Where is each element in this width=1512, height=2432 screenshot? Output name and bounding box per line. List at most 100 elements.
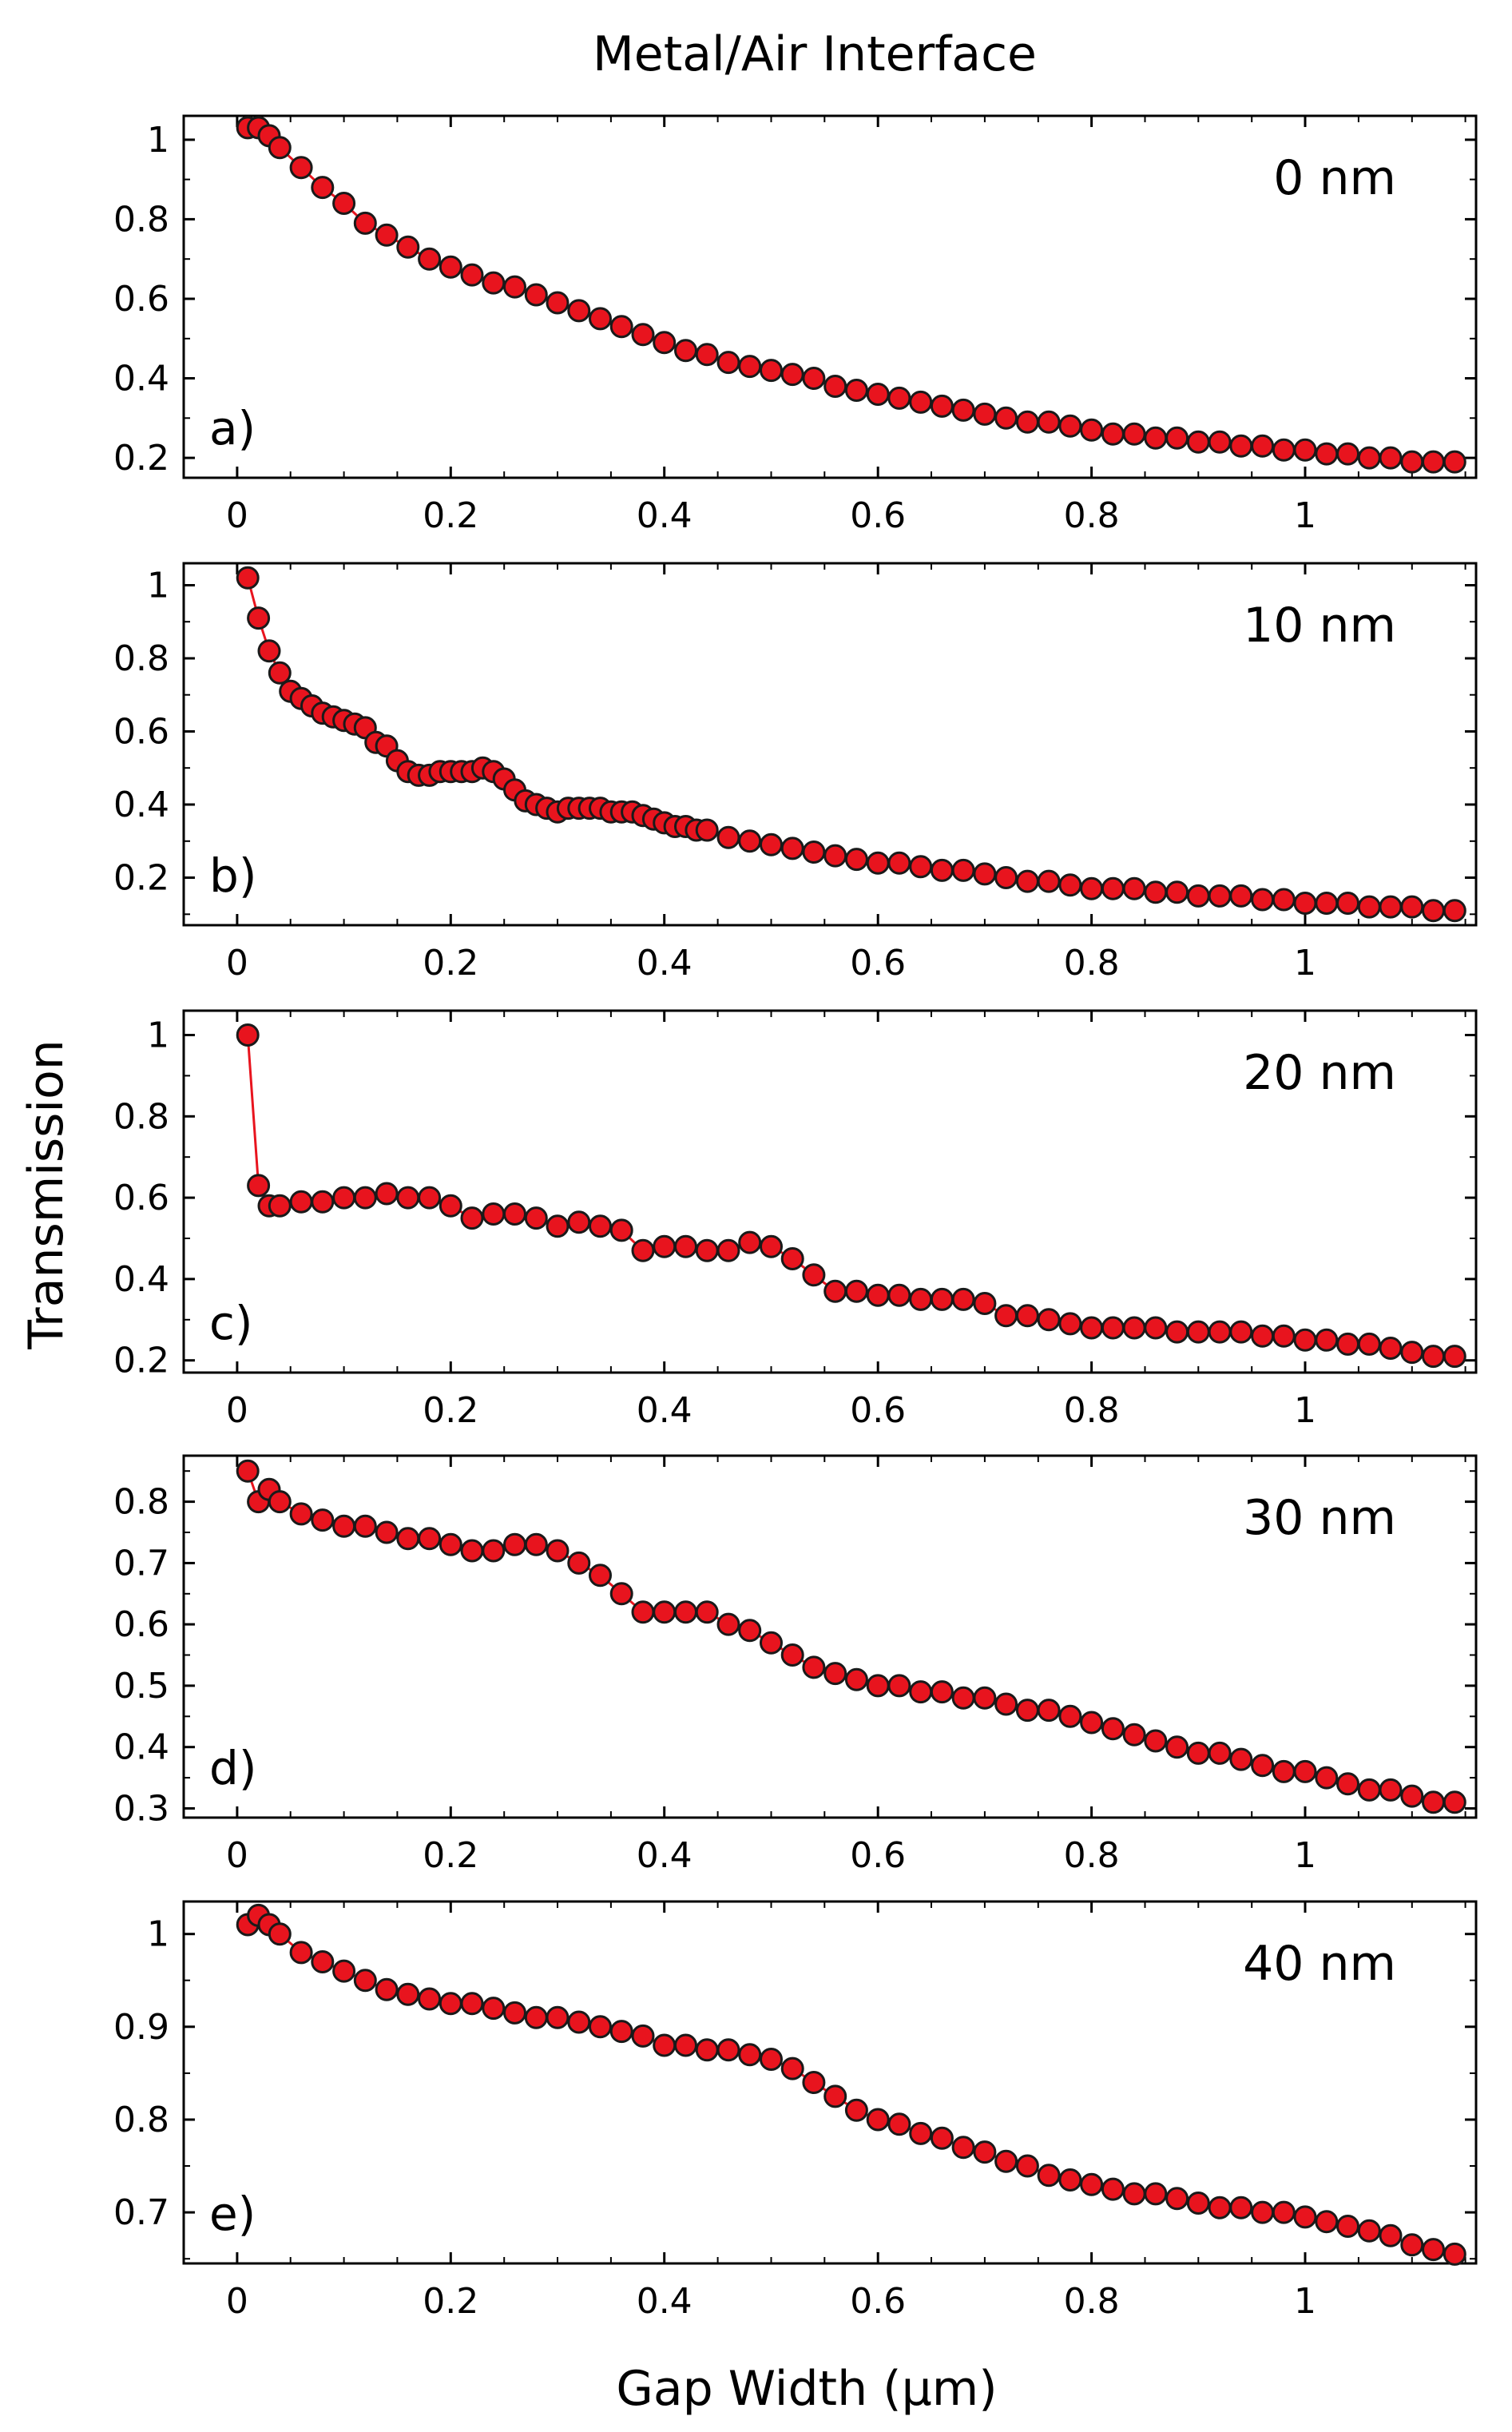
panel-label: a) — [209, 401, 256, 455]
data-point — [1357, 895, 1381, 919]
data-point — [1122, 1723, 1146, 1747]
y-tick-label: 1 — [147, 1015, 169, 1056]
data-point — [311, 176, 335, 200]
x-tick-label: 0.8 — [1064, 943, 1120, 984]
data-point — [1315, 1328, 1339, 1352]
y-tick-label: 0.8 — [113, 638, 169, 679]
data-point — [1229, 1320, 1253, 1344]
data-point — [1015, 869, 1039, 893]
data-point — [930, 1680, 954, 1704]
data-point — [1186, 1320, 1210, 1344]
data-point — [1186, 884, 1210, 908]
panel-b: 0 0.2 0.4 0.6 0.8 1 0.2 0.4 0.6 0.8 1 10 nm b) — [113, 562, 1478, 984]
data-point — [1208, 1320, 1232, 1344]
data-point — [1229, 884, 1253, 908]
data-point — [1272, 2200, 1296, 2224]
x-tick-label: 1 — [1294, 943, 1316, 984]
data-point — [909, 2121, 933, 2145]
y-tick-label: 0.5 — [113, 1666, 169, 1707]
data-point — [236, 1459, 260, 1483]
data-point — [609, 315, 633, 339]
x-tick-label: 0.4 — [637, 495, 693, 536]
data-point — [1400, 450, 1424, 474]
data-point — [909, 855, 933, 879]
data-point — [760, 1631, 783, 1655]
data-point — [631, 1600, 655, 1624]
data-point — [1122, 422, 1146, 446]
data-point — [930, 394, 954, 418]
data-point — [738, 829, 762, 853]
data-point — [268, 661, 292, 685]
data-point — [1293, 2205, 1317, 2229]
panel-label: d) — [209, 1741, 256, 1795]
data-point — [1144, 1729, 1168, 1753]
thickness-label: 0 nm — [1273, 150, 1396, 206]
data-point — [1101, 422, 1125, 446]
data-point — [866, 1674, 890, 1698]
data-point — [1122, 1316, 1146, 1340]
data-point — [780, 1643, 804, 1667]
data-point — [1422, 1790, 1445, 1814]
x-tick-label: 1 — [1294, 1390, 1316, 1431]
data-point — [1037, 1308, 1061, 1332]
data-point — [1293, 1328, 1317, 1352]
thickness-label: 30 nm — [1243, 1490, 1396, 1546]
data-point — [866, 851, 890, 875]
data-point — [760, 833, 783, 856]
data-point — [332, 1959, 356, 1983]
data-point — [546, 1214, 569, 1238]
x-tick-label: 0.8 — [1064, 1390, 1120, 1431]
data-point — [674, 2033, 697, 2057]
data-point — [332, 192, 356, 215]
y-tick-label: 0.7 — [113, 2192, 169, 2233]
data-point — [375, 1520, 399, 1544]
x-tick-label: 0.2 — [423, 943, 478, 984]
x-tick-label: 0.2 — [423, 2281, 478, 2322]
x-tick-label: 0.2 — [423, 1835, 478, 1876]
data-point — [844, 1279, 868, 1303]
y-tick-label: 0.2 — [113, 858, 169, 899]
y-tick-label: 0.6 — [113, 1604, 169, 1645]
data-point — [1058, 414, 1082, 438]
data-point — [674, 339, 697, 363]
data-point — [1208, 884, 1232, 908]
data-point — [844, 1667, 868, 1691]
data-point — [1357, 446, 1381, 470]
data-point — [1272, 1324, 1296, 1348]
data-point — [653, 1600, 677, 1624]
panel-a: 0 0.2 0.4 0.6 0.8 1 0.2 0.4 0.6 0.8 1 0 nm a) — [113, 114, 1478, 536]
data-point — [482, 1539, 506, 1563]
data-point — [930, 2126, 954, 2150]
thickness-label: 10 nm — [1243, 598, 1396, 654]
data-point — [887, 2112, 911, 2136]
data-point — [994, 2149, 1018, 2173]
data-point — [866, 2108, 890, 2132]
data-point — [823, 375, 847, 398]
data-point — [951, 1686, 975, 1710]
data-point — [1400, 2233, 1424, 2257]
data-point — [866, 1283, 890, 1307]
data-point — [1080, 1316, 1104, 1340]
data-point — [503, 1202, 526, 1226]
data-point — [1400, 1341, 1424, 1365]
y-tick-label: 0.9 — [113, 2007, 169, 2048]
data-point — [1229, 2196, 1253, 2219]
data-point — [524, 1532, 548, 1556]
data-point — [503, 1532, 526, 1556]
data-point — [780, 836, 804, 860]
data-point — [674, 1234, 697, 1258]
data-point — [1122, 2182, 1146, 2206]
data-point — [1165, 1320, 1189, 1344]
data-point — [1080, 876, 1104, 900]
x-tick-label: 0.4 — [637, 1835, 693, 1876]
data-point — [780, 363, 804, 387]
data-point — [1101, 1316, 1125, 1340]
data-point — [353, 211, 377, 235]
data-point — [631, 2024, 655, 2048]
data-point — [1357, 1332, 1381, 1356]
data-point — [738, 1619, 762, 1643]
data-point — [695, 818, 719, 842]
y-tick-label: 0.4 — [113, 359, 169, 399]
data-point — [460, 263, 484, 287]
x-tick-label: 0.2 — [423, 1390, 478, 1431]
